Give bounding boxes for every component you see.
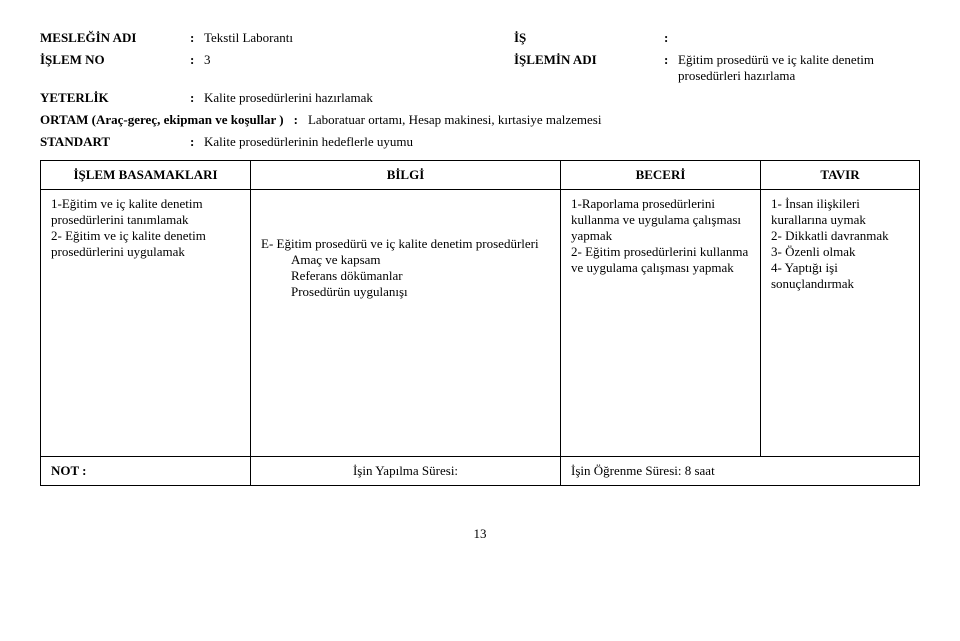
islemno-value: 3 xyxy=(204,52,514,68)
th-basamak: İŞLEM BASAMAKLARI xyxy=(41,161,251,190)
ortam-row: ORTAM (Araç-gereç, ekipman ve koşullar )… xyxy=(40,112,920,128)
bilgi-sub2: Referans dökümanlar xyxy=(261,268,550,284)
ogrenme-cell: İşin Öğrenme Süresi: 8 saat xyxy=(561,457,920,486)
meslek-label: MESLEĞİN ADI xyxy=(40,30,190,46)
yeterlik-value: Kalite prosedürlerini hazırlamak xyxy=(204,90,514,106)
cell-basamak: 1-Eğitim ve iç kalite denetim prosedürle… xyxy=(41,190,251,457)
header-block: MESLEĞİN ADI : Tekstil Laborantı İŞ : İŞ… xyxy=(40,30,920,150)
basamak-text: 1-Eğitim ve iç kalite denetim prosedürle… xyxy=(51,196,206,259)
colon: : xyxy=(190,134,204,150)
bilgi-sub1: Amaç ve kapsam xyxy=(261,252,550,268)
yapilma-cell: İşin Yapılma Süresi: xyxy=(251,457,561,486)
cell-bilgi: E- Eğitim prosedürü ve iç kalite denetim… xyxy=(251,190,561,457)
islemadi-label: İŞLEMİN ADI xyxy=(514,52,664,68)
page-number: 13 xyxy=(40,526,920,542)
table-header-row: İŞLEM BASAMAKLARI BİLGİ BECERİ TAVIR xyxy=(41,161,920,190)
colon: : xyxy=(664,52,678,68)
ortam-label: ORTAM (Araç-gereç, ekipman ve koşullar ) xyxy=(40,112,284,128)
beceri-text: 1-Raporlama prosedürlerini kullanma ve u… xyxy=(571,196,748,275)
th-bilgi: BİLGİ xyxy=(251,161,561,190)
not-cell: NOT : xyxy=(41,457,251,486)
standart-value: Kalite prosedürlerinin hedeflerle uyumu xyxy=(204,134,514,150)
table-row: 1-Eğitim ve iç kalite denetim prosedürle… xyxy=(41,190,920,457)
th-beceri: BECERİ xyxy=(561,161,761,190)
colon: : xyxy=(664,30,678,46)
bilgi-sub3: Prosedürün uygulanışı xyxy=(261,284,550,300)
colon: : xyxy=(190,30,204,46)
colon: : xyxy=(294,112,298,128)
main-table: İŞLEM BASAMAKLARI BİLGİ BECERİ TAVIR 1-E… xyxy=(40,160,920,486)
colon: : xyxy=(190,52,204,68)
th-tavir: TAVIR xyxy=(761,161,920,190)
cell-beceri: 1-Raporlama prosedürlerini kullanma ve u… xyxy=(561,190,761,457)
tavir-text: 1- İnsan ilişkileri kurallarına uymak 2-… xyxy=(771,196,889,291)
footer-row: NOT : İşin Yapılma Süresi: İşin Öğrenme … xyxy=(41,457,920,486)
ortam-value: Laboratuar ortamı, Hesap makinesi, kırta… xyxy=(308,112,601,128)
cell-tavir: 1- İnsan ilişkileri kurallarına uymak 2-… xyxy=(761,190,920,457)
yeterlik-label: YETERLİK xyxy=(40,90,190,106)
standart-label: STANDART xyxy=(40,134,190,150)
colon: : xyxy=(190,90,204,106)
is-label: İŞ xyxy=(514,30,664,46)
bilgi-main: E- Eğitim prosedürü ve iç kalite denetim… xyxy=(261,236,539,251)
meslek-value: Tekstil Laborantı xyxy=(204,30,514,46)
islemadi-value: Eğitim prosedürü ve iç kalite denetim pr… xyxy=(678,52,920,84)
islemno-label: İŞLEM NO xyxy=(40,52,190,68)
